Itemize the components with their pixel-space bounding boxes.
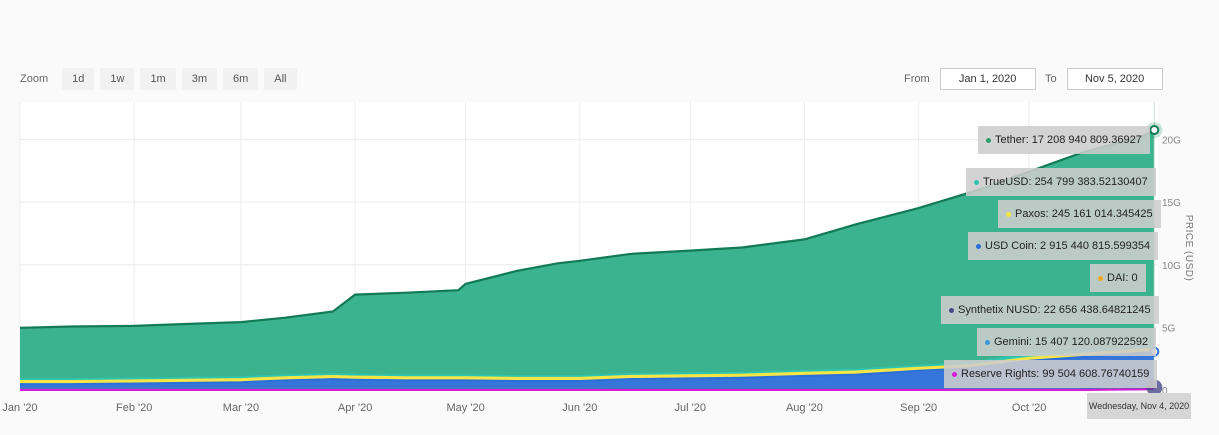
x-tick-label: Jan '20: [2, 402, 37, 414]
tether-marker: [1149, 125, 1160, 136]
zoom-6m-button[interactable]: 6m: [223, 68, 259, 90]
x-tick-label: Apr '20: [338, 402, 373, 414]
y-tick-label: 5G: [1162, 323, 1176, 334]
tooltip-series-name: DAI: [1107, 272, 1126, 284]
tooltip-series-name: Reserve Rights: [961, 368, 1037, 380]
y-tick-label: 10G: [1162, 261, 1181, 272]
y-tick-label: 15G: [1162, 198, 1181, 209]
tooltip-series-name: TrueUSD: [983, 176, 1029, 188]
x-tick-label: Oct '20: [1012, 402, 1047, 414]
series-dot: [976, 243, 981, 249]
series-dot: [974, 179, 979, 185]
from-date-input[interactable]: [939, 68, 1036, 90]
tooltip-paxos: Paxos: 245 161 014.345425: [998, 200, 1161, 228]
zoom-bar: Zoom 1d 1w 1m 3m 6m All: [20, 68, 297, 90]
tooltip-series-value: 22 656 438.64821245: [1043, 304, 1151, 316]
y-axis-label: PRICE (USD): [1183, 215, 1194, 282]
x-tick-label: May '20: [447, 402, 485, 414]
tooltip-series-value: 2 915 440 815.599354: [1040, 240, 1151, 252]
zoom-1w-button[interactable]: 1w: [100, 68, 135, 90]
tooltip-series-name: Paxos: [1015, 208, 1046, 220]
tooltip-reserve-rights: Reserve Rights: 99 504 608.76740159: [944, 360, 1158, 388]
x-tick-label: Jul '20: [675, 402, 706, 414]
zoom-label: Zoom: [20, 73, 49, 85]
x-tick-label: Aug '20: [786, 402, 823, 414]
x-tick-label: Feb '20: [116, 402, 152, 414]
tooltip-series-name: Synthetix NUSD: [958, 304, 1038, 316]
tooltip-usd-coin: USD Coin: 2 915 440 815.599354: [968, 232, 1159, 260]
series-dot: [1006, 211, 1011, 217]
tooltip-series-value: 15 407 120.087922592: [1034, 336, 1149, 348]
y-tick-label: 0: [1162, 386, 1168, 397]
tooltip-dai: DAI: 0: [1090, 264, 1146, 292]
to-label: To: [1045, 73, 1057, 85]
tooltip-series-name: Tether: [995, 134, 1026, 146]
tooltip-series-value: 17 208 940 809.36927: [1031, 134, 1142, 146]
from-label: From: [904, 73, 930, 85]
series-dot: [949, 307, 954, 313]
range-to: To: [1045, 68, 1163, 90]
x-tick-label: Mar '20: [223, 402, 259, 414]
range-from: From: [904, 68, 1036, 90]
area-tether: [20, 130, 1155, 380]
series-dot: [985, 339, 990, 345]
tooltip-synthetix-nusd: Synthetix NUSD: 22 656 438.64821245: [941, 296, 1159, 324]
tooltip-series-name: Gemini: [994, 336, 1029, 348]
series-dot: [952, 371, 957, 377]
tooltip-trueusd: TrueUSD: 254 799 383.52130407: [966, 168, 1156, 196]
tooltip-series-value: 0: [1131, 272, 1138, 284]
zoom-1d-button[interactable]: 1d: [62, 68, 95, 90]
x-tick-label: Jun '20: [562, 402, 597, 414]
series-dot: [1098, 275, 1103, 281]
line-reserve-rights: [20, 387, 1155, 391]
zoom-all-button[interactable]: All: [264, 68, 297, 90]
series-dot: [986, 137, 991, 143]
tooltip-series-value: 245 161 014.345425: [1051, 208, 1153, 220]
zoom-1m-button[interactable]: 1m: [140, 68, 176, 90]
crosshair-date-label: Wednesday, Nov 4, 2020: [1087, 393, 1191, 419]
x-tick-label: Sep '20: [900, 402, 937, 414]
tooltip-series-value: 99 504 608.76740159: [1042, 368, 1150, 380]
tooltip-series-value: 254 799 383.52130407: [1034, 176, 1148, 188]
tooltip-gemini: Gemini: 15 407 120.087922592: [977, 328, 1157, 356]
tooltip-tether: Tether: 17 208 940 809.36927: [978, 126, 1150, 154]
tooltip-series-name: USD Coin: [985, 240, 1034, 252]
to-date-input[interactable]: [1066, 68, 1163, 90]
y-tick-label: 20G: [1162, 136, 1181, 147]
zoom-3m-button[interactable]: 3m: [181, 68, 217, 90]
